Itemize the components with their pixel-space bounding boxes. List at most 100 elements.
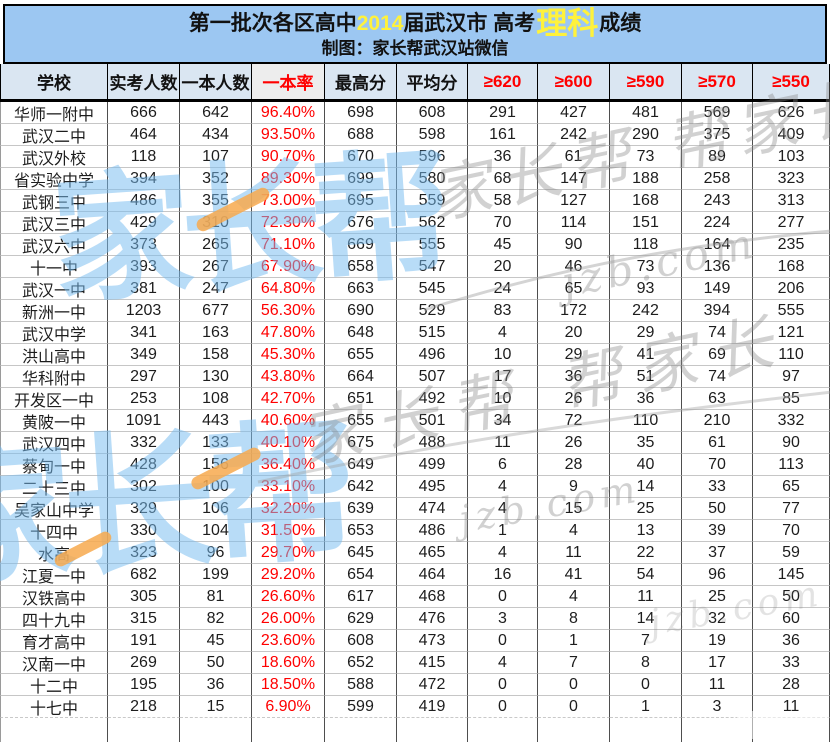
school-name-cell: 十二中 bbox=[0, 674, 108, 696]
value-cell: 443 bbox=[180, 410, 252, 432]
rate-cell: 67.90% bbox=[252, 256, 325, 278]
empty-cell bbox=[108, 718, 180, 742]
empty-cell bbox=[252, 718, 325, 742]
school-name-cell: 江夏一中 bbox=[0, 564, 108, 586]
rate-cell: 40.60% bbox=[252, 410, 325, 432]
school-name-cell: 华师一附中 bbox=[0, 102, 108, 124]
value-cell: 158 bbox=[180, 344, 252, 366]
value-cell: 10 bbox=[468, 388, 538, 410]
value-cell: 65 bbox=[538, 278, 610, 300]
value-cell: 37 bbox=[682, 542, 753, 564]
value-cell: 655 bbox=[325, 344, 397, 366]
value-cell: 515 bbox=[397, 322, 468, 344]
value-cell: 302 bbox=[108, 476, 180, 498]
empty-cell bbox=[325, 718, 397, 742]
value-cell: 0 bbox=[538, 674, 610, 696]
value-cell: 11 bbox=[610, 586, 682, 608]
value-cell: 695 bbox=[325, 190, 397, 212]
value-cell: 82 bbox=[180, 608, 252, 630]
rate-cell: 96.40% bbox=[252, 102, 325, 124]
value-cell: 651 bbox=[325, 388, 397, 410]
empty-cell bbox=[180, 718, 252, 742]
rate-cell: 73.00% bbox=[252, 190, 325, 212]
value-cell: 161 bbox=[468, 124, 538, 146]
value-cell: 670 bbox=[325, 146, 397, 168]
value-cell: 90 bbox=[538, 234, 610, 256]
empty-cell bbox=[610, 718, 682, 742]
value-cell: 253 bbox=[108, 388, 180, 410]
title-part1: 第一批次各区高中 bbox=[188, 12, 357, 36]
rate-cell: 29.70% bbox=[252, 542, 325, 564]
value-cell: 104 bbox=[180, 520, 252, 542]
table-row: 华科附中 297 130 43.80% 664 507 17 36 51 74 97 bbox=[0, 366, 830, 388]
value-cell: 305 bbox=[108, 586, 180, 608]
value-cell: 41 bbox=[538, 564, 610, 586]
value-cell: 36 bbox=[610, 388, 682, 410]
value-cell: 235 bbox=[753, 234, 830, 256]
value-cell: 507 bbox=[397, 366, 468, 388]
value-cell: 629 bbox=[325, 608, 397, 630]
value-cell: 145 bbox=[753, 564, 830, 586]
value-cell: 168 bbox=[610, 190, 682, 212]
school-name-cell: 育才高中 bbox=[0, 630, 108, 652]
value-cell: 464 bbox=[108, 124, 180, 146]
school-name-cell: 水高 bbox=[0, 542, 108, 564]
value-cell: 24 bbox=[468, 278, 538, 300]
value-cell: 666 bbox=[108, 102, 180, 124]
value-cell: 608 bbox=[325, 630, 397, 652]
value-cell: 434 bbox=[180, 124, 252, 146]
value-cell: 608 bbox=[397, 102, 468, 124]
rate-cell: 90.70% bbox=[252, 146, 325, 168]
column-header: ≥590 bbox=[610, 64, 682, 100]
value-cell: 26 bbox=[538, 432, 610, 454]
value-cell: 329 bbox=[108, 498, 180, 520]
title-subtitle: 制图：家长帮武汉站微信 bbox=[321, 38, 509, 58]
value-cell: 33 bbox=[682, 476, 753, 498]
value-cell: 492 bbox=[397, 388, 468, 410]
value-cell: 77 bbox=[753, 498, 830, 520]
school-name-cell: 武钢三中 bbox=[0, 190, 108, 212]
value-cell: 4 bbox=[468, 498, 538, 520]
school-name-cell: 汉南一中 bbox=[0, 652, 108, 674]
value-cell: 113 bbox=[753, 454, 830, 476]
value-cell: 97 bbox=[753, 366, 830, 388]
school-name-cell: 武汉六中 bbox=[0, 234, 108, 256]
value-cell: 1203 bbox=[108, 300, 180, 322]
table-row: 武钢三中 486 355 73.00% 695 559 58 127 168 243 313 bbox=[0, 190, 830, 212]
value-cell: 106 bbox=[180, 498, 252, 520]
empty-cell bbox=[682, 718, 753, 742]
column-header: ≥620 bbox=[468, 64, 538, 100]
value-cell: 488 bbox=[397, 432, 468, 454]
value-cell: 58 bbox=[468, 190, 538, 212]
value-cell: 355 bbox=[180, 190, 252, 212]
school-name-cell: 开发区一中 bbox=[0, 388, 108, 410]
title-highlight: 理科 bbox=[536, 5, 599, 41]
empty-cell bbox=[538, 718, 610, 742]
value-cell: 11 bbox=[682, 674, 753, 696]
school-name-cell: 十七中 bbox=[0, 696, 108, 718]
value-cell: 676 bbox=[325, 212, 397, 234]
value-cell: 267 bbox=[180, 256, 252, 278]
school-name-cell: 洪山高中 bbox=[0, 344, 108, 366]
school-name-cell: 武汉三中 bbox=[0, 212, 108, 234]
table-row: 水高 323 96 29.70% 645 465 4 11 22 37 59 bbox=[0, 542, 830, 564]
value-cell: 330 bbox=[108, 520, 180, 542]
value-cell: 486 bbox=[397, 520, 468, 542]
value-cell: 501 bbox=[397, 410, 468, 432]
rate-cell: 56.30% bbox=[252, 300, 325, 322]
column-header: 最高分 bbox=[325, 64, 397, 100]
value-cell: 476 bbox=[397, 608, 468, 630]
value-cell: 0 bbox=[468, 674, 538, 696]
value-cell: 588 bbox=[325, 674, 397, 696]
rate-cell: 23.60% bbox=[252, 630, 325, 652]
title-year: 2014 bbox=[356, 12, 404, 36]
value-cell: 16 bbox=[468, 564, 538, 586]
value-cell: 409 bbox=[753, 124, 830, 146]
value-cell: 35 bbox=[610, 432, 682, 454]
rate-cell: 43.80% bbox=[252, 366, 325, 388]
value-cell: 61 bbox=[538, 146, 610, 168]
column-header: 平均分 bbox=[397, 64, 468, 100]
rate-cell: 26.60% bbox=[252, 586, 325, 608]
value-cell: 555 bbox=[397, 234, 468, 256]
